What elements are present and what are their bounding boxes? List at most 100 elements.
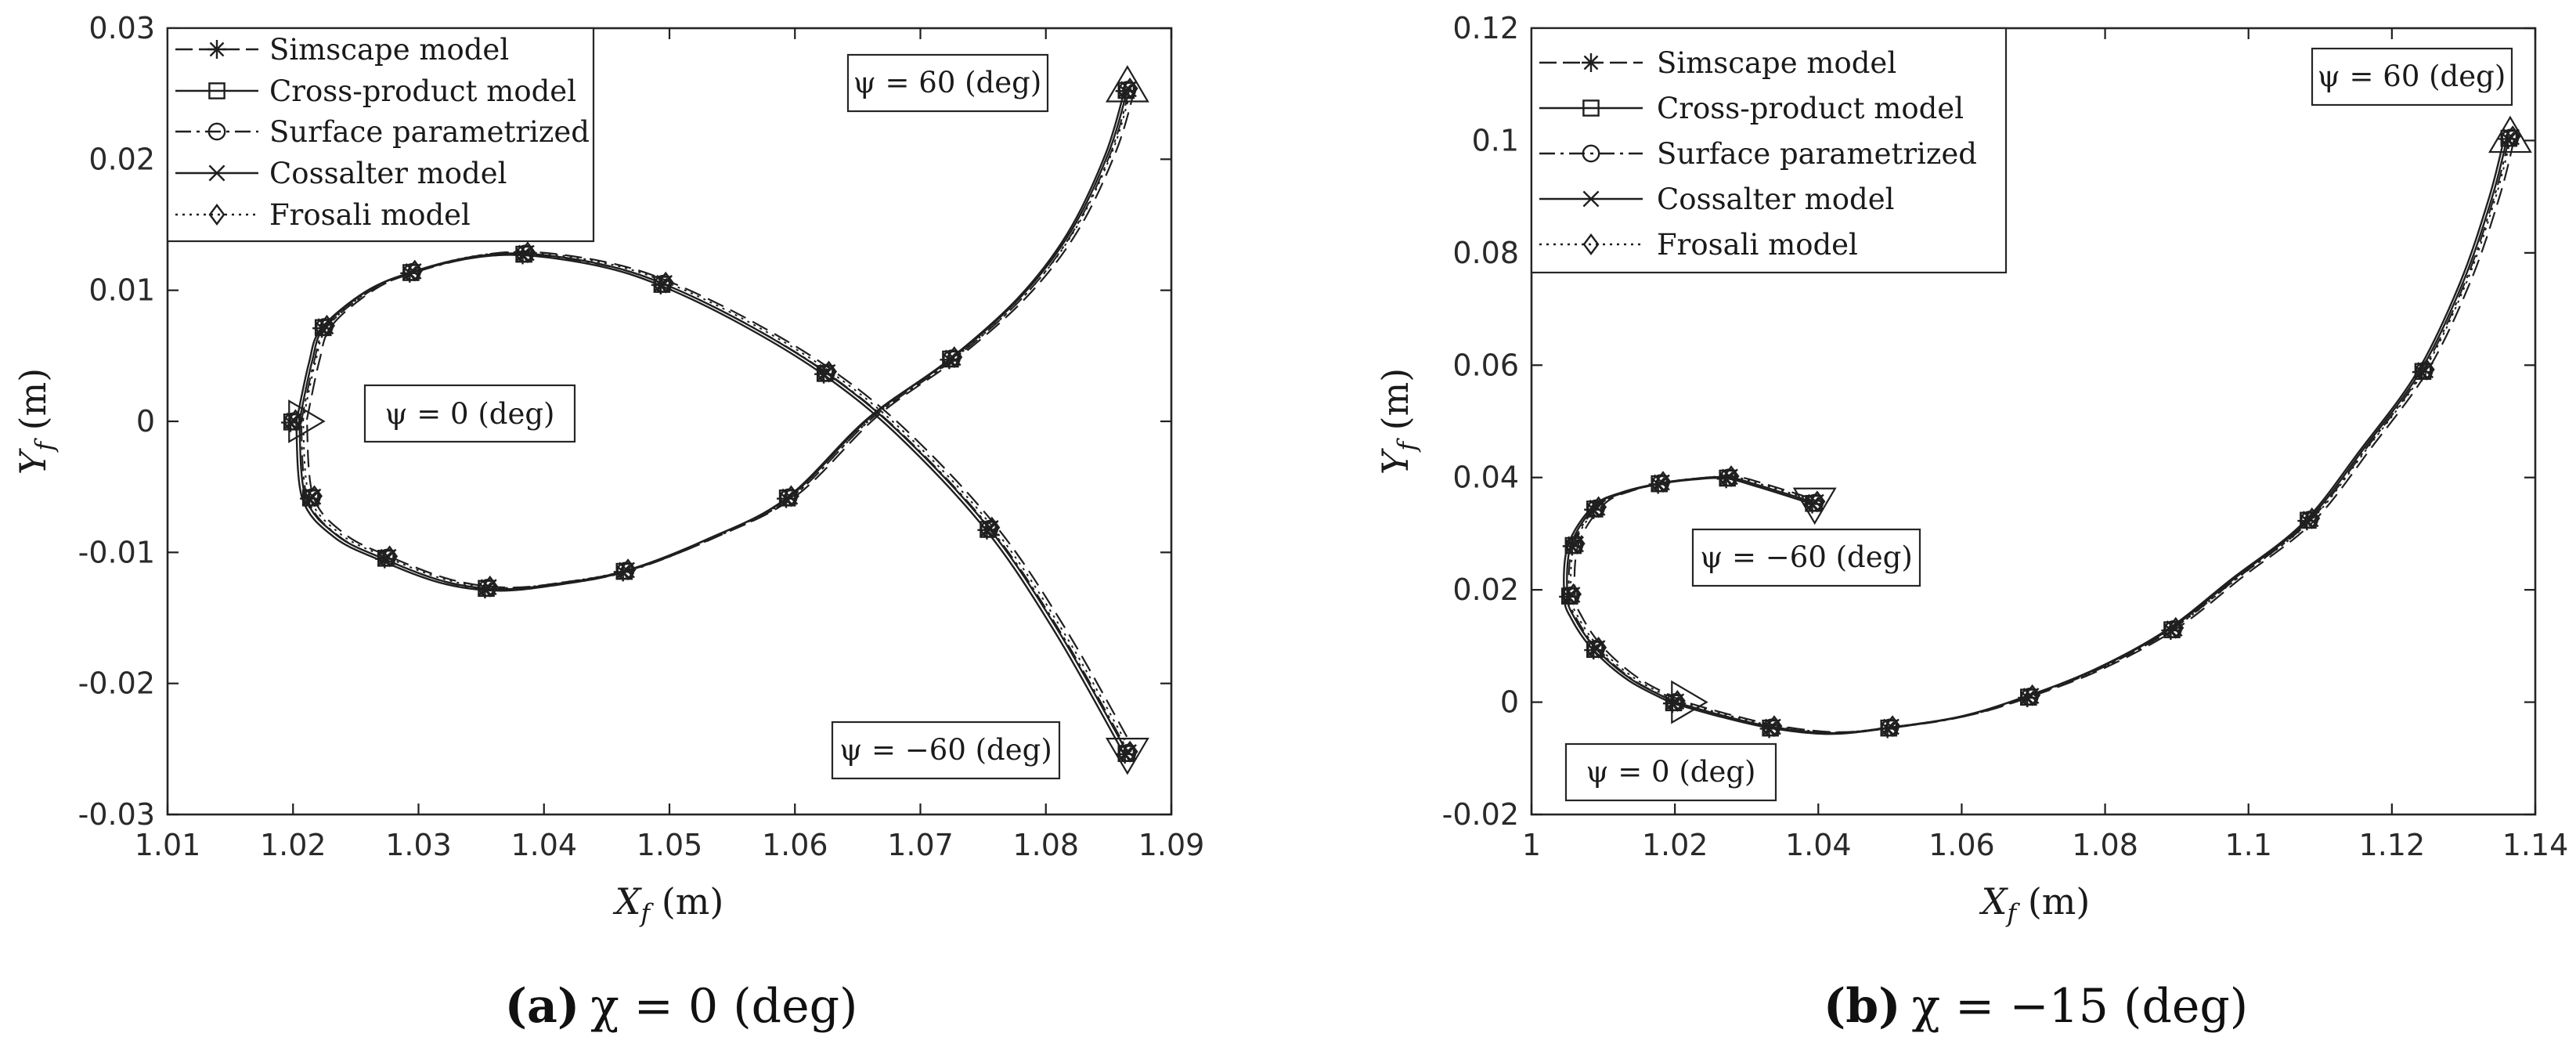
legend-label: Surface parametrized xyxy=(269,115,590,149)
annotation-psi-minus60-b: ψ = −60 (deg) xyxy=(1691,528,1921,587)
data-marker-diamond xyxy=(983,516,1001,539)
x-tick-label: 1.08 xyxy=(1012,828,1079,862)
legend-entry-simscape: Simscape model xyxy=(175,33,509,67)
data-marker-diamond xyxy=(519,241,536,264)
legend-entry-surface: Surface parametrized xyxy=(175,115,590,149)
legend-marker-diamond xyxy=(1582,233,1600,255)
data-marker-diamond xyxy=(319,314,336,337)
data-marker-diamond xyxy=(2167,616,2185,639)
legend-b: Simscape model Cross-product model Surfa… xyxy=(1530,27,2008,274)
x-tick-label: 1.05 xyxy=(637,828,703,862)
legend-marker-asterisk xyxy=(1582,53,1600,72)
y-tick-label: 0 xyxy=(136,404,155,439)
data-marker-diamond xyxy=(821,360,838,383)
markers-a xyxy=(281,65,1149,775)
legend-marker-x xyxy=(1582,190,1600,208)
legend-label: Frosali model xyxy=(269,198,471,232)
annotation-box xyxy=(846,53,1049,113)
x-tick-label: 1.14 xyxy=(2502,828,2569,862)
caption-letter: (a) xyxy=(505,979,580,1034)
chart-panel-b: 1 1.02 1.04 1.06 1.08 1.1 1.12 1.14 -0.02 0 0.02 0.… xyxy=(1374,11,2568,1034)
legend-box xyxy=(1530,27,2008,274)
x-axis-label-unit: (m) xyxy=(650,880,723,923)
data-marker-diamond xyxy=(287,409,304,432)
y-axis-label-main: Y xyxy=(1374,447,1416,475)
annotation-text: ψ = −60 (deg) xyxy=(839,733,1052,767)
legend-marker-asterisk xyxy=(207,40,226,59)
ticks-b: 1 1.02 1.04 1.06 1.08 1.1 1.12 1.14 -0.02 0 0.02 0.… xyxy=(1442,11,2569,862)
start-marker-triangle-right xyxy=(288,399,326,443)
y-tick-label: 0.01 xyxy=(88,273,155,308)
data-marker-diamond xyxy=(1568,533,1586,555)
y-tick-label: 0.02 xyxy=(88,142,155,176)
legend-label: Cross-product model xyxy=(1657,92,1964,125)
y-axis-label-main: Y xyxy=(12,447,54,475)
legend-label: Surface parametrized xyxy=(1657,137,1977,171)
x-tick-label: 1.09 xyxy=(1138,828,1205,862)
caption-b: (b) χ = −15 (deg) xyxy=(1824,979,2248,1034)
legend-marker-circle xyxy=(207,122,226,141)
x-tick-label: 1.04 xyxy=(1785,828,1852,862)
data-marker-diamond xyxy=(1121,78,1138,100)
legend-entry-cossalter: Cossalter model xyxy=(175,157,507,190)
x-tick-label: 1 xyxy=(1522,828,1541,862)
y-tick-label: 0.02 xyxy=(1452,572,1519,607)
legend-entry-cross-product: Cross-product model xyxy=(1539,92,1964,125)
data-marker-diamond xyxy=(1723,465,1740,488)
data-marker-diamond xyxy=(1590,496,1607,518)
x-tick-label: 1.06 xyxy=(762,828,828,862)
x-tick-label: 1.02 xyxy=(1642,828,1708,862)
y-tick-label: -0.01 xyxy=(78,535,155,569)
legend-marker-square xyxy=(208,82,225,99)
series-line-frosali-1 xyxy=(302,88,1132,589)
annotation-psi-0-a: ψ = 0 (deg) xyxy=(363,384,576,443)
x-axis-label-unit: (m) xyxy=(2016,880,2090,923)
caption-math: χ = −15 (deg) xyxy=(1912,979,2249,1034)
annotation-box xyxy=(831,721,1061,780)
x-axis-label-b: Xf (m) xyxy=(1979,880,2091,928)
start-marker-triangle-down xyxy=(1792,487,1837,526)
legend-entry-frosali: Frosali model xyxy=(1539,228,1858,262)
x-tick-label: 1.1 xyxy=(2224,828,2271,862)
annotation-text: ψ = 60 (deg) xyxy=(853,66,1042,99)
legend-entry-cross-product: Cross-product model xyxy=(175,74,576,108)
data-marker-diamond xyxy=(1565,583,1582,605)
legend-marker-circle xyxy=(1582,144,1600,163)
legend-entry-cossalter: Cossalter model xyxy=(1539,182,1894,216)
data-marker-diamond xyxy=(1590,636,1607,659)
annotation-psi-60-a: ψ = 60 (deg) xyxy=(846,53,1049,113)
series-line-frosali-2 xyxy=(302,251,1132,753)
legend-a: Simscape model Cross-product model Surfa… xyxy=(166,27,595,243)
data-marker-diamond xyxy=(2504,125,2521,148)
annotation-psi-60-b: ψ = 60 (deg) xyxy=(2311,47,2513,107)
x-axis-label-a: Xf (m) xyxy=(613,880,724,928)
caption-letter: (b) xyxy=(1824,979,1901,1034)
y-tick-label: -0.03 xyxy=(78,797,155,832)
start-marker-triangle-right xyxy=(1671,680,1708,724)
data-marker-diamond xyxy=(406,259,424,282)
x-tick-label: 1.04 xyxy=(511,828,577,862)
legend-label: Simscape model xyxy=(1657,46,1896,80)
y-tick-label: 0.03 xyxy=(88,11,155,45)
legend-label: Cross-product model xyxy=(269,74,576,108)
annotation-text: ψ = 0 (deg) xyxy=(1586,755,1756,789)
y-tick-label: 0 xyxy=(1500,685,1519,720)
data-marker-diamond xyxy=(381,545,399,568)
annotation-box xyxy=(1691,528,1921,587)
x-tick-label: 1.07 xyxy=(887,828,954,862)
data-marker-diamond xyxy=(1654,471,1672,493)
start-marker-triangle-up xyxy=(2488,115,2532,153)
annotation-box xyxy=(1564,742,1777,802)
data-marker-diamond xyxy=(1809,490,1826,513)
annotation-text: ψ = 60 (deg) xyxy=(2318,60,2506,93)
y-tick-label: 0.04 xyxy=(1452,460,1519,495)
legend-label: Frosali model xyxy=(1657,228,1858,262)
data-marker-diamond xyxy=(2304,507,2321,529)
x-tick-label: 1.08 xyxy=(2072,828,2138,862)
ticks-a: 1.01 1.02 1.03 1.04 1.05 1.06 1.07 1.08 1.09 -0.0… xyxy=(78,11,1205,862)
legend-label: Cossalter model xyxy=(1657,182,1894,216)
annotation-text: ψ = 0 (deg) xyxy=(385,397,555,431)
y-tick-label: 0.06 xyxy=(1452,348,1519,382)
start-marker-triangle-up xyxy=(1105,65,1149,103)
data-marker-diamond xyxy=(2418,358,2435,381)
